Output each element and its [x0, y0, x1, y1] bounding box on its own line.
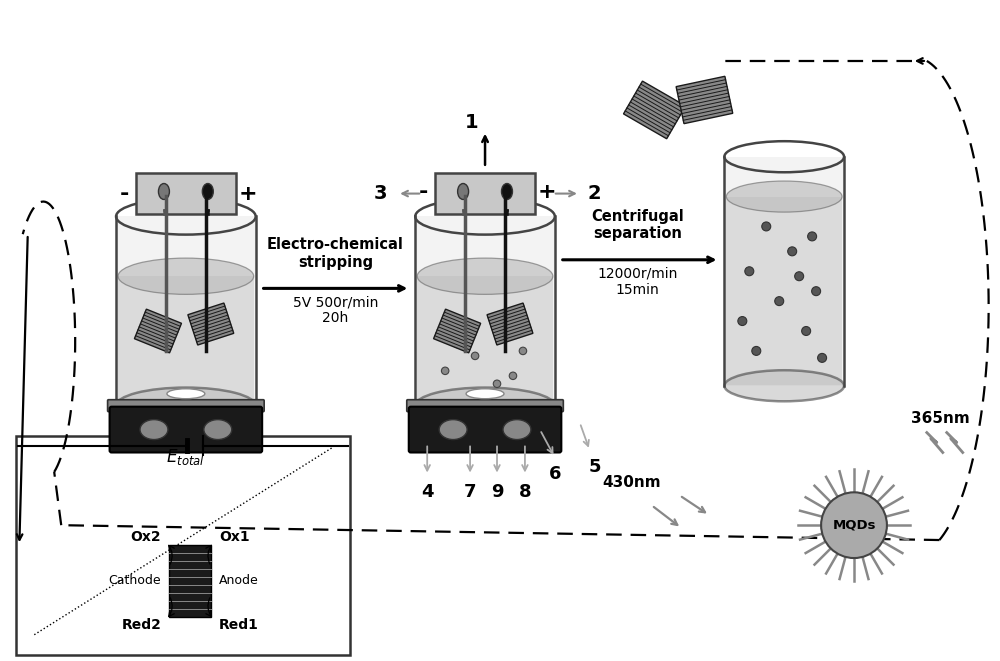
Polygon shape — [726, 196, 842, 385]
Ellipse shape — [417, 258, 553, 294]
FancyBboxPatch shape — [16, 436, 350, 654]
Ellipse shape — [202, 184, 213, 200]
Ellipse shape — [788, 247, 797, 256]
Ellipse shape — [140, 420, 168, 440]
Polygon shape — [415, 217, 555, 406]
Ellipse shape — [818, 354, 827, 362]
Text: 1: 1 — [465, 114, 479, 132]
Text: 7: 7 — [464, 483, 476, 501]
Text: 9: 9 — [491, 483, 503, 501]
Ellipse shape — [724, 370, 844, 401]
Text: 6: 6 — [549, 465, 561, 483]
Polygon shape — [487, 303, 533, 345]
Text: 4: 4 — [421, 483, 433, 501]
Ellipse shape — [415, 387, 555, 424]
Text: 8: 8 — [519, 483, 531, 501]
Ellipse shape — [821, 492, 887, 558]
Text: 5V 500r/min
20h: 5V 500r/min 20h — [293, 295, 378, 325]
Polygon shape — [724, 157, 844, 386]
Ellipse shape — [795, 272, 804, 281]
Ellipse shape — [802, 327, 811, 336]
Ellipse shape — [745, 267, 754, 276]
Polygon shape — [417, 276, 553, 405]
Ellipse shape — [808, 232, 817, 241]
Text: Red1: Red1 — [219, 618, 259, 632]
Ellipse shape — [762, 222, 771, 231]
FancyBboxPatch shape — [409, 407, 561, 453]
Text: Red2: Red2 — [121, 618, 161, 632]
Ellipse shape — [509, 372, 517, 379]
Ellipse shape — [726, 181, 842, 212]
Polygon shape — [624, 81, 686, 139]
Text: Centrifugal
separation: Centrifugal separation — [591, 209, 684, 241]
Polygon shape — [118, 276, 254, 405]
Text: Ox1: Ox1 — [219, 530, 250, 544]
FancyBboxPatch shape — [110, 407, 262, 453]
Text: Cathode: Cathode — [109, 574, 161, 588]
Ellipse shape — [503, 420, 531, 440]
Polygon shape — [188, 303, 234, 345]
Text: Ox2: Ox2 — [131, 530, 161, 544]
Text: 2: 2 — [588, 184, 602, 203]
Ellipse shape — [116, 387, 256, 424]
Text: 12000r/min
15min: 12000r/min 15min — [597, 266, 678, 297]
Text: -: - — [119, 184, 129, 204]
Polygon shape — [169, 545, 211, 617]
Ellipse shape — [738, 317, 747, 325]
Ellipse shape — [775, 297, 784, 305]
Ellipse shape — [471, 352, 479, 360]
Text: 5: 5 — [588, 459, 601, 477]
Ellipse shape — [441, 367, 449, 375]
Ellipse shape — [752, 346, 761, 356]
Ellipse shape — [167, 389, 205, 399]
FancyBboxPatch shape — [407, 400, 563, 412]
Text: 3: 3 — [374, 184, 387, 203]
Ellipse shape — [204, 420, 232, 440]
Polygon shape — [676, 76, 733, 124]
Polygon shape — [134, 309, 181, 353]
Ellipse shape — [501, 184, 512, 200]
Ellipse shape — [519, 347, 527, 355]
Ellipse shape — [158, 184, 169, 200]
FancyBboxPatch shape — [108, 400, 264, 412]
Ellipse shape — [812, 287, 821, 295]
Text: +: + — [538, 182, 556, 202]
FancyBboxPatch shape — [136, 173, 236, 214]
Ellipse shape — [118, 258, 254, 294]
Ellipse shape — [458, 184, 469, 200]
Ellipse shape — [439, 420, 467, 440]
Text: 365nm: 365nm — [911, 411, 970, 426]
Text: -: - — [419, 182, 428, 202]
Text: MQDs: MQDs — [832, 519, 876, 531]
Text: Electro-chemical
stripping: Electro-chemical stripping — [267, 237, 404, 270]
Text: +: + — [238, 184, 257, 204]
Text: $\mathit{E}_{total}$: $\mathit{E}_{total}$ — [166, 447, 205, 467]
Polygon shape — [434, 309, 481, 353]
Ellipse shape — [466, 389, 504, 399]
Text: Anode: Anode — [219, 574, 259, 588]
Ellipse shape — [493, 380, 501, 387]
Ellipse shape — [453, 340, 461, 348]
Text: 430nm: 430nm — [602, 475, 661, 490]
FancyBboxPatch shape — [435, 173, 535, 214]
Polygon shape — [116, 217, 256, 406]
